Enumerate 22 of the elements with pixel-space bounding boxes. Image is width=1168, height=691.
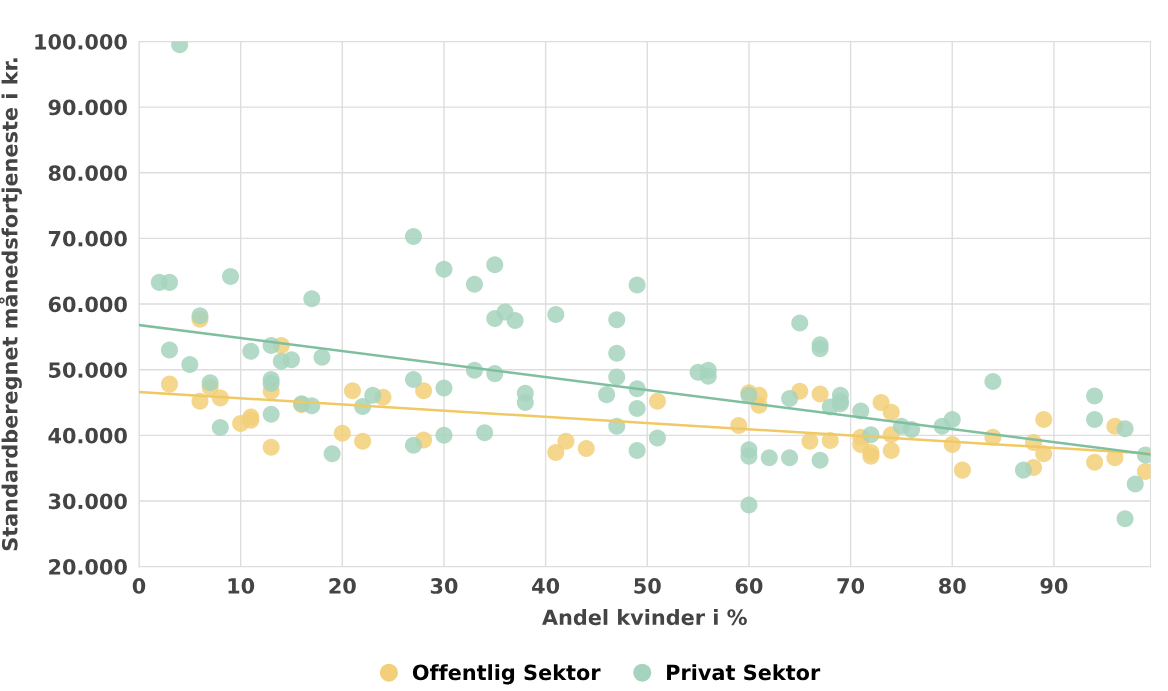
y-tick-label: 20.000 — [49, 559, 127, 575]
y-tick-label: 70.000 — [48, 230, 127, 247]
y-tick-label: 80.000 — [48, 165, 127, 181]
x-tick-label: 40 — [532, 578, 560, 594]
x-tick-label: 50 — [634, 578, 661, 594]
y-tick-label: 40.000 — [48, 427, 127, 444]
y-tick-label: 100.000 — [35, 33, 127, 50]
x-axis-title: Andel kvinder i % — [542, 609, 747, 626]
x-tick-label: 80 — [939, 578, 966, 594]
x-tick-label: 90 — [1040, 578, 1068, 594]
x-tick-label: 70 — [837, 578, 865, 594]
x-tick-label: 30 — [430, 578, 458, 594]
x-tick-label: 20 — [329, 578, 356, 594]
x-tick-label: 10 — [228, 578, 255, 594]
x-tick-label: 60 — [735, 578, 763, 594]
legend-label: Privat Sektor — [667, 664, 821, 681]
y-tick-label: 50.000 — [49, 362, 127, 378]
y-tick-label: 90.000 — [48, 99, 127, 116]
x-tick-label: 0 — [132, 578, 146, 594]
legend-label: Offentlig Sektor — [412, 664, 601, 685]
y-tick-label: 30.000 — [48, 493, 127, 510]
y-tick-label: 60.000 — [48, 296, 127, 313]
